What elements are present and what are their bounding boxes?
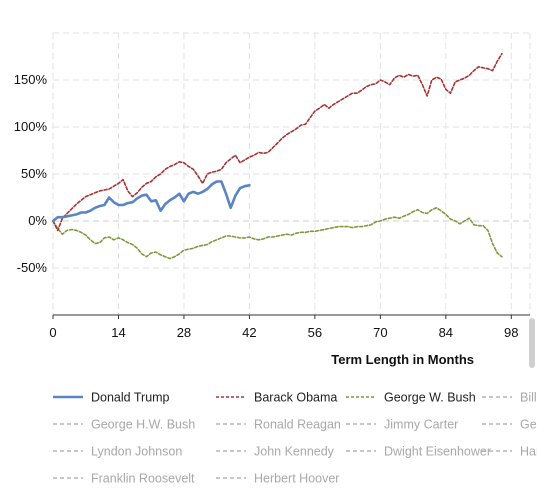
x-tick-label: 70	[373, 325, 387, 340]
legend-label: Franklin Roosevelt	[91, 472, 195, 486]
legend-label: Donald Trump	[91, 391, 170, 405]
legend-item-barack-obama[interactable]: Barack Obama	[216, 391, 337, 405]
x-axis-title: Term Length in Months	[331, 352, 474, 367]
legend-item-lyndon-johnson[interactable]: Lyndon Johnson	[53, 445, 182, 459]
legend-item-jimmy-carter[interactable]: Jimmy Carter	[346, 418, 458, 432]
legend-item-donald-trump[interactable]: Donald Trump	[53, 391, 170, 405]
y-tick-label: -50%	[17, 260, 48, 275]
legend-item-john-kennedy[interactable]: John Kennedy	[216, 445, 335, 459]
x-tick-label: 14	[111, 325, 125, 340]
legend-item-franklin-roosevelt[interactable]: Franklin Roosevelt	[53, 472, 195, 486]
legend-label: Jimmy Carter	[384, 418, 458, 432]
x-tick-label: 98	[504, 325, 518, 340]
legend-label: John Kennedy	[254, 445, 335, 459]
x-tick-label: 84	[439, 325, 453, 340]
legend-item-george-w-bush[interactable]: George W. Bush	[346, 391, 476, 405]
legend-item-gerald-ford[interactable]: Gerald Ford	[482, 418, 537, 432]
x-tick-label: 42	[242, 325, 256, 340]
series-line-george-w-bush[interactable]	[52, 207, 503, 260]
legend-label: George W. Bush	[384, 391, 476, 405]
legend-label: Harry Truman	[520, 445, 537, 459]
horizontal-scroll-thumb[interactable]	[529, 318, 535, 368]
y-tick-label: 100%	[14, 119, 48, 134]
legend-label: Herbert Hoover	[254, 472, 339, 486]
y-tick-label: 150%	[14, 72, 48, 87]
x-tick-label: 0	[49, 325, 56, 340]
legend-item-george-h-w-bush[interactable]: George H.W. Bush	[53, 418, 195, 432]
x-tick-label: 56	[308, 325, 322, 340]
legend-label: George H.W. Bush	[91, 418, 195, 432]
series-layer	[51, 52, 503, 260]
legend-label: Ronald Reagan	[254, 418, 341, 432]
legend-item-herbert-hoover[interactable]: Herbert Hoover	[216, 472, 339, 486]
legend-label: Gerald Ford	[520, 418, 537, 432]
legend-label: Lyndon Johnson	[91, 445, 182, 459]
x-tick-label: 28	[177, 325, 191, 340]
legend-label: Barack Obama	[254, 391, 337, 405]
legend-item-dwight-eisenhower[interactable]: Dwight Eisenhower	[346, 445, 491, 459]
grid-lines	[52, 32, 531, 316]
y-axis: -50% 0% 50% 100% 150%	[14, 72, 48, 275]
x-axis: 0 14 28 42 56 70 84 98	[49, 315, 519, 340]
y-tick-label: 0%	[28, 213, 47, 228]
legend-label: Bill Clinton	[520, 391, 537, 405]
legend-item-ronald-reagan[interactable]: Ronald Reagan	[216, 418, 341, 432]
series-line-barack-obama[interactable]	[52, 52, 503, 232]
legend-item-harry-truman[interactable]: Harry Truman	[482, 445, 537, 459]
series-line-donald-trump[interactable]	[51, 180, 251, 223]
legend: Donald Trump Barack Obama George W. Bush Bi…	[53, 391, 537, 486]
y-tick-label: 50%	[21, 166, 47, 181]
legend-label: Dwight Eisenhower	[384, 445, 491, 459]
legend-item-bill-clinton[interactable]: Bill Clinton	[482, 391, 537, 405]
